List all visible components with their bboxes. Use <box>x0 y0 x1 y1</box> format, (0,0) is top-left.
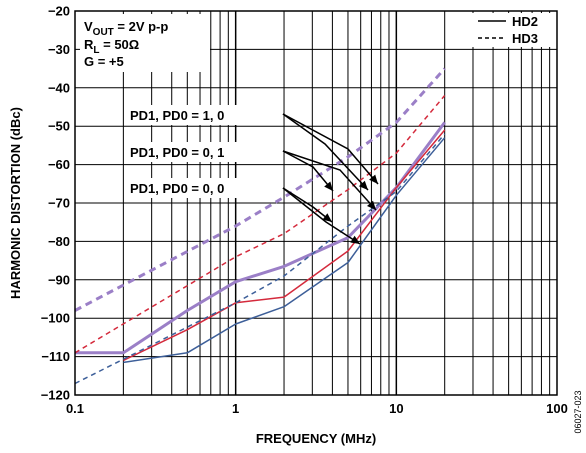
annotation-leader <box>282 150 334 192</box>
series-pd00-hd3 <box>74 133 446 385</box>
legend-hd2-label: HD2 <box>512 14 538 29</box>
annotation-pd10-label: PD1, PD0 = 1, 0 <box>130 108 224 123</box>
x-axis-title: FREQUENCY (MHz) <box>256 431 376 446</box>
series-pd01-hd2 <box>123 129 446 362</box>
series-pd10-hd3 <box>74 67 446 312</box>
y-tick-label: −30 <box>48 42 70 57</box>
series-pd00-hd2 <box>123 137 446 364</box>
series-pd10-hd2 <box>75 121 446 355</box>
y-tick-label: −40 <box>48 80 70 95</box>
conditions-box <box>80 14 210 72</box>
y-tick-label: −60 <box>48 157 70 172</box>
figure-id: 06027-023 <box>573 390 583 433</box>
annotation-leader <box>282 150 377 211</box>
y-tick-label: −70 <box>48 196 70 211</box>
x-tick-label: 100 <box>546 401 568 416</box>
arrowhead <box>322 213 332 222</box>
y-tick-label: −20 <box>48 4 70 19</box>
annotation-pd01-label: PD1, PD0 = 0, 1 <box>130 145 224 160</box>
x-tick-label: 0.1 <box>66 401 84 416</box>
y-tick-label: −110 <box>41 349 70 364</box>
y-tick-label: −90 <box>48 272 70 287</box>
arrowhead <box>350 235 360 244</box>
annotation-leader <box>282 187 361 245</box>
series-pd01-hd3 <box>74 95 446 354</box>
y-axis-title: HARMONIC DISTORTION (dBc) <box>8 107 23 299</box>
x-tick-label: 1 <box>232 401 239 416</box>
annotation-pd00-label: PD1, PD0 = 0, 0 <box>130 181 224 196</box>
annotation-pd00-box <box>126 178 272 198</box>
arrowhead <box>358 180 368 190</box>
y-tick-label: −50 <box>48 119 70 134</box>
x-axis-tick-labels: 0.1 1 10 100 <box>66 401 568 416</box>
arrowhead <box>324 181 333 191</box>
condition-gain: G = +5 <box>84 54 124 69</box>
y-tick-label: −80 <box>48 234 70 249</box>
y-axis-tick-labels: −20 −30 −40 −50 −60 −70 −80 −90 −100 −110 −120 <box>41 4 70 403</box>
condition-rl: RL = 50Ω <box>84 37 139 56</box>
arrowhead <box>367 200 376 210</box>
y-tick-label: −120 <box>41 388 70 403</box>
series-lines <box>74 67 446 385</box>
plot-area-frame <box>74 10 558 396</box>
grid <box>75 11 557 395</box>
y-tick-label: −100 <box>41 311 70 326</box>
condition-vout: VOUT = 2V p-p <box>84 19 168 38</box>
x-tick-label: 10 <box>389 401 403 416</box>
annotation-arrows <box>282 113 379 245</box>
legend-box <box>470 13 555 47</box>
annotation-pd01-box <box>126 142 272 162</box>
arrowhead <box>369 174 378 184</box>
annotation-leader <box>282 113 379 185</box>
legend-hd3-label: HD3 <box>512 31 538 46</box>
annotation-pd10-box <box>126 105 272 125</box>
annotation-leader <box>282 113 369 191</box>
